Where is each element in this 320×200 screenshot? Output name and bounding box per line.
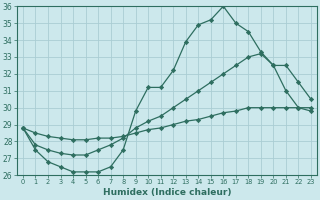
X-axis label: Humidex (Indice chaleur): Humidex (Indice chaleur): [103, 188, 231, 197]
